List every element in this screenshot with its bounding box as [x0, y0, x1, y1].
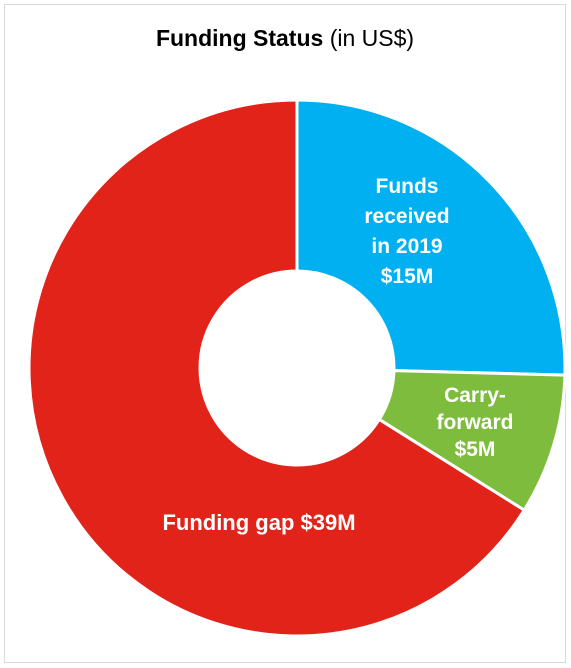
chart-title-block: Funding Status (in US$)	[5, 25, 565, 52]
slice-label-carry-forward: Carry-forward $5M	[436, 384, 513, 461]
slice-label-funds-received: Funds received in 2019 $15M	[364, 175, 449, 288]
slice-funds-received	[295, 98, 567, 377]
chart-subtitle: (in US$)	[329, 25, 415, 51]
slice-funding-gap	[27, 98, 527, 638]
chart-title: Funding Status	[155, 25, 324, 51]
slice-label-funding-gap: Funding gap $39M	[162, 510, 355, 535]
